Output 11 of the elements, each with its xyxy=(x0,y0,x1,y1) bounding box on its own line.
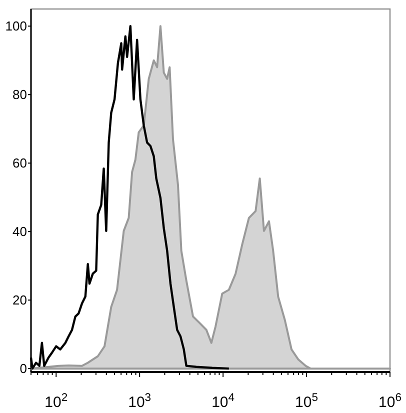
x-tick-label: 10$^{5}$ xyxy=(295,392,318,411)
y-tick-label: 100 xyxy=(5,18,27,34)
x-tick-label: 10$^{6}$ xyxy=(378,392,402,411)
y-tick-label: 20 xyxy=(12,292,27,308)
x-tick-label: 10$^{3}$ xyxy=(128,392,152,411)
y-tick-label: 0 xyxy=(20,361,27,376)
x-tick-label: 10$^{4}$ xyxy=(212,392,235,411)
y-tick-label: 40 xyxy=(12,224,27,240)
x-tick-label: 10$^{2}$ xyxy=(44,392,68,411)
y-tick-label: 80 xyxy=(12,87,27,102)
y-tick-label: 60 xyxy=(12,156,27,171)
